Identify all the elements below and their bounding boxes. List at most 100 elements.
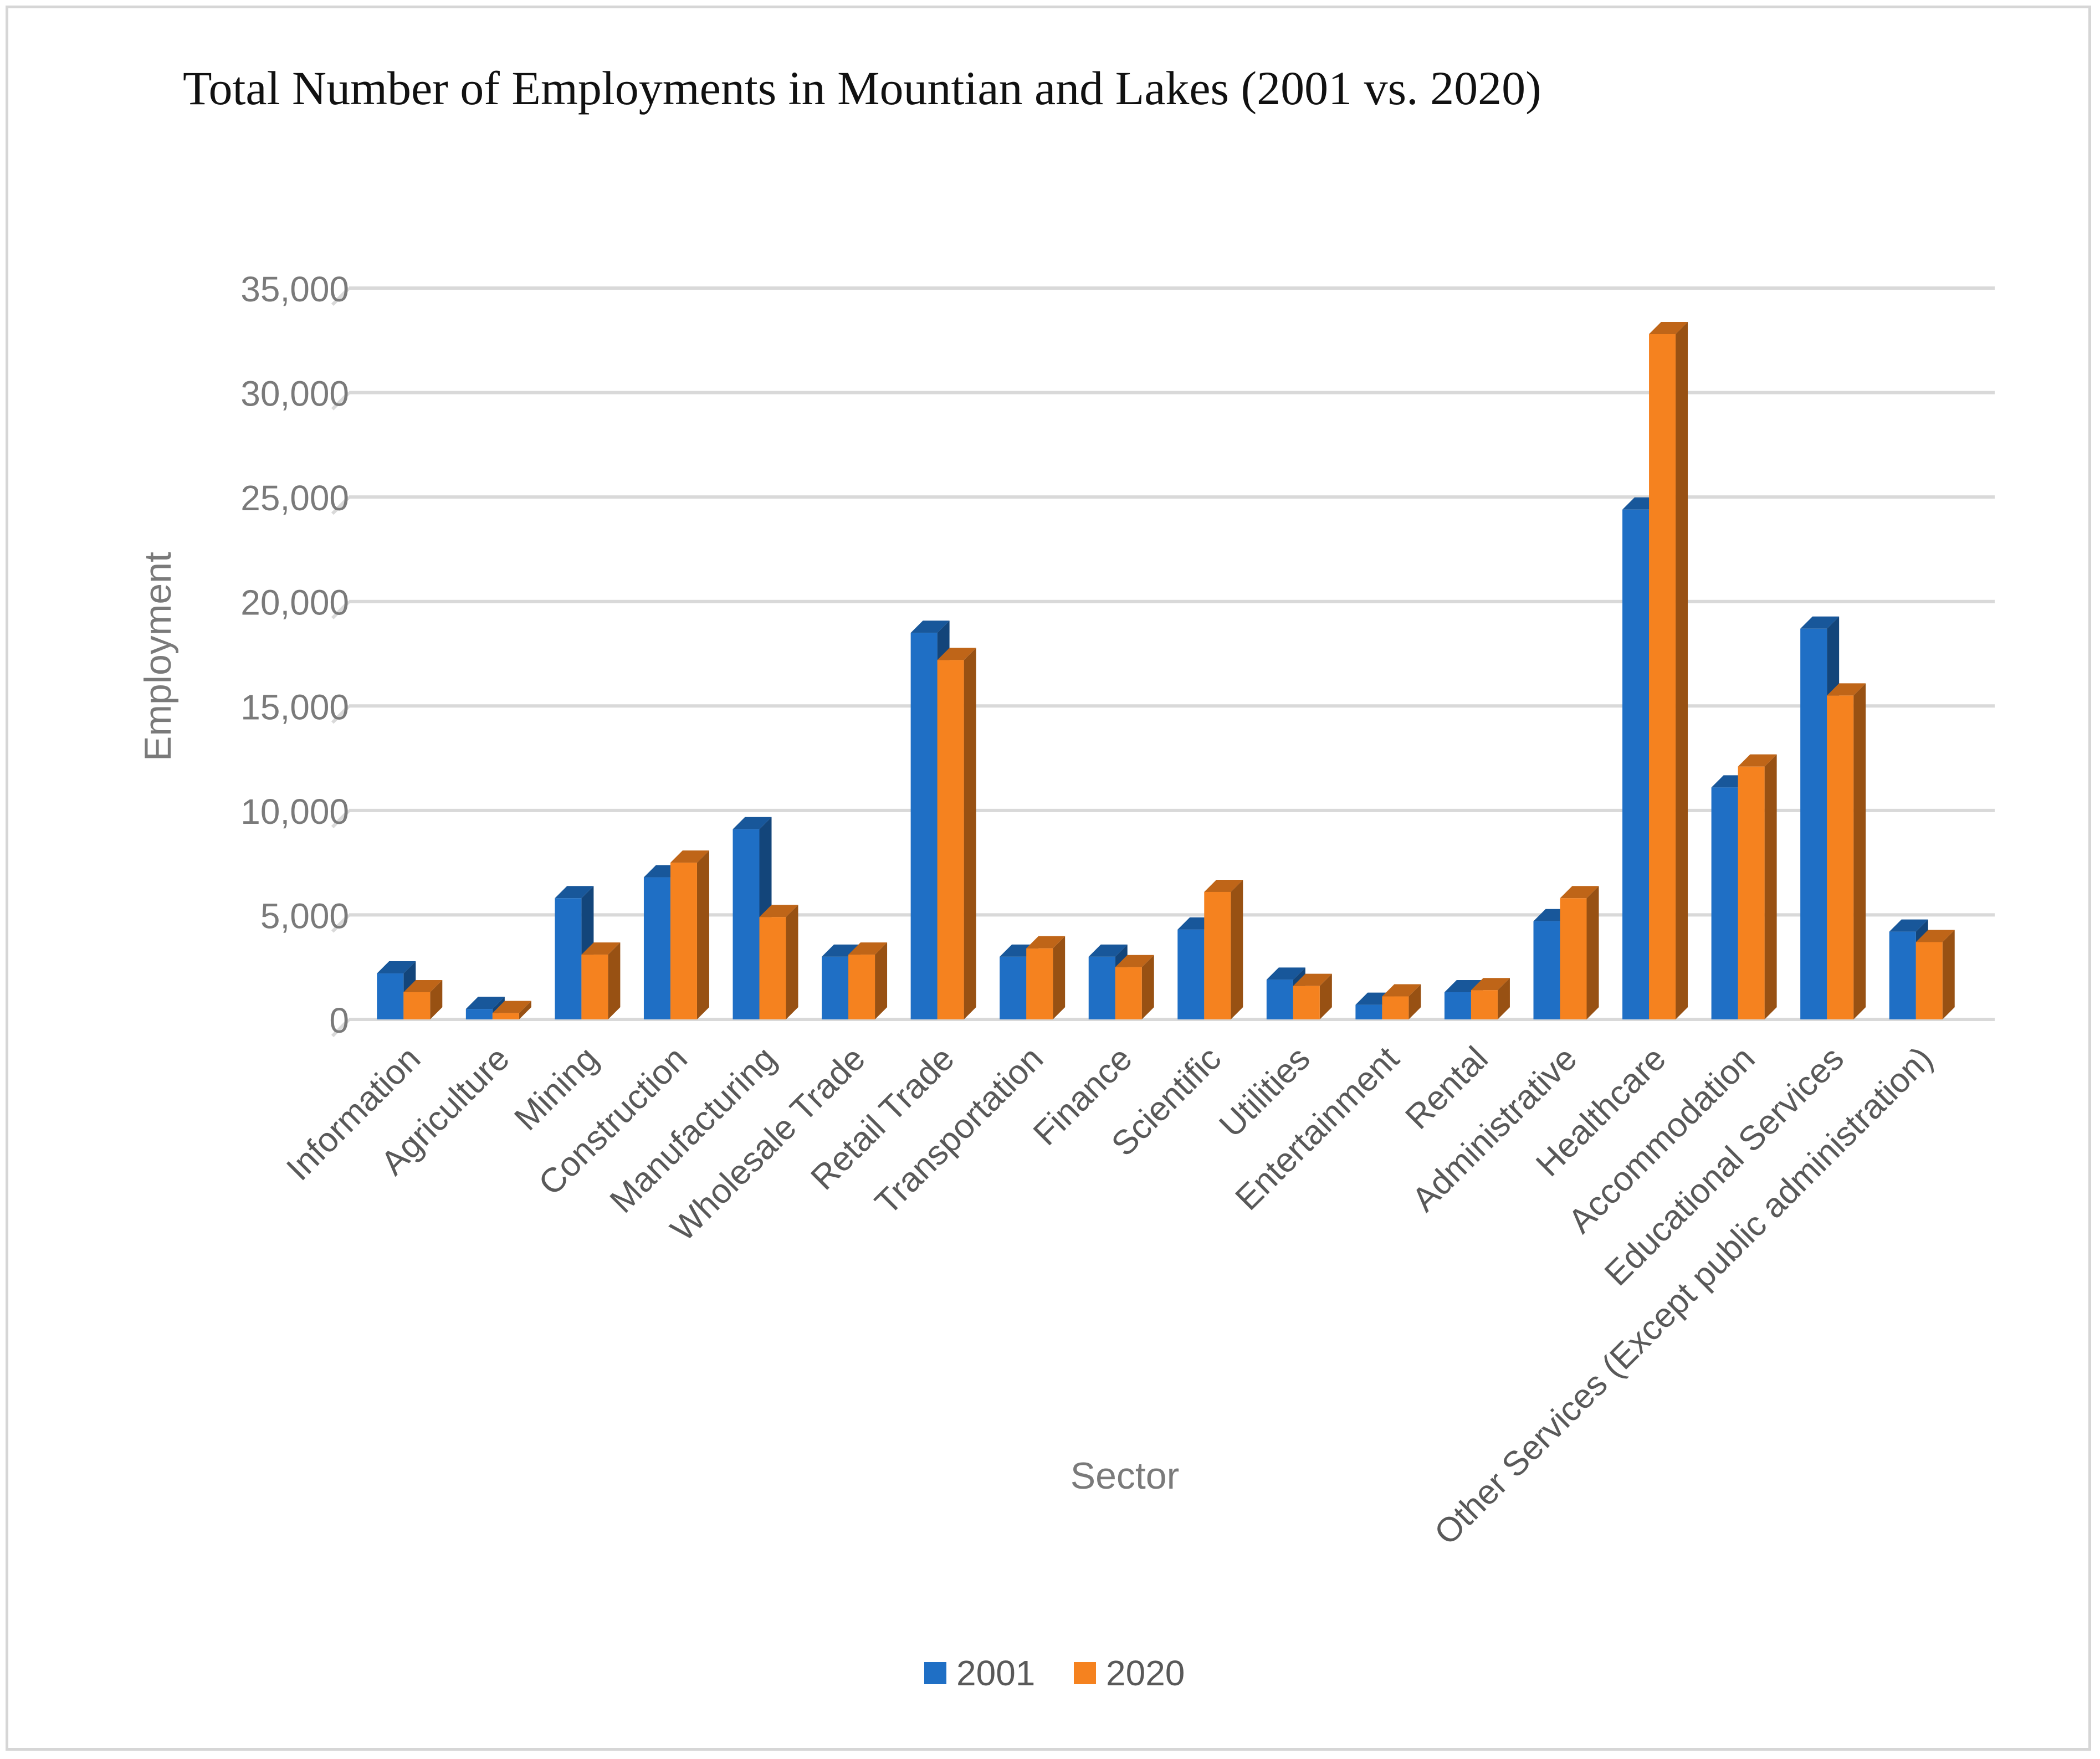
- bar-2020-educational-services: [1827, 683, 1866, 1019]
- bar-side: [519, 1001, 531, 1019]
- bar-2020-manufacturing: [759, 905, 798, 1019]
- bar-front: [1177, 929, 1205, 1019]
- bar-side: [1319, 973, 1332, 1019]
- bar-2020-healthcare: [1649, 321, 1688, 1019]
- bar-top: [1382, 984, 1421, 997]
- bar-front: [759, 917, 786, 1019]
- bar-top: [377, 961, 416, 974]
- gridline-depth: [331, 1018, 351, 1038]
- bar-front: [822, 956, 849, 1019]
- bar-side: [786, 905, 798, 1019]
- bar-front: [1622, 509, 1650, 1019]
- bar-top: [937, 648, 976, 660]
- bar-2020-accommodation: [1738, 754, 1777, 1019]
- bar-front: [733, 829, 760, 1019]
- bar-2020-information: [403, 979, 443, 1019]
- bar-top: [910, 620, 950, 633]
- bar-2020-transportation: [1026, 936, 1066, 1019]
- bar-side: [1231, 879, 1243, 1019]
- bars: [377, 321, 1955, 1019]
- bar-2020-utilities: [1293, 973, 1332, 1019]
- bar-front: [848, 955, 875, 1019]
- bar-top: [1266, 967, 1305, 980]
- bar-top: [759, 905, 798, 917]
- bar-top: [492, 1001, 531, 1013]
- bar-side: [1141, 955, 1154, 1019]
- bar-top: [1088, 944, 1128, 957]
- legend-swatch-2020: [1074, 1662, 1096, 1684]
- bar-side: [964, 648, 976, 1019]
- gridline-depth: [331, 600, 351, 619]
- legend: 2001 2020: [924, 1653, 1185, 1693]
- bar-front: [1827, 695, 1854, 1019]
- bar-side: [1942, 930, 1955, 1019]
- bar-top: [1293, 973, 1332, 986]
- legend-swatch-2001: [924, 1662, 946, 1684]
- bar-2020-mining: [581, 942, 621, 1019]
- bar-top: [1800, 616, 1840, 629]
- bar-side: [1053, 936, 1066, 1019]
- bar-front: [492, 1013, 519, 1019]
- bar-2020-construction: [670, 850, 709, 1019]
- bar-front: [403, 992, 431, 1019]
- bar-side: [1408, 984, 1421, 1019]
- bar-front: [1915, 942, 1943, 1019]
- bar-front: [670, 863, 697, 1019]
- bar-side: [1497, 978, 1510, 1019]
- bar-top: [1026, 936, 1066, 948]
- bar-front: [937, 660, 964, 1019]
- bar-front: [1266, 979, 1293, 1019]
- bar-top: [1471, 978, 1510, 991]
- bar-top: [403, 979, 443, 992]
- bar-top: [465, 997, 505, 1009]
- bar-front: [465, 1009, 493, 1019]
- bar-front: [1204, 891, 1231, 1019]
- y-tick-label: 35,000: [240, 269, 349, 309]
- gridline-depth: [331, 705, 351, 724]
- bar-2020-retail-trade: [937, 648, 976, 1019]
- bar-2020-rental: [1471, 978, 1510, 1019]
- legend-label-2020: 2020: [1106, 1653, 1185, 1693]
- bar-top: [581, 942, 621, 955]
- bar-side: [875, 942, 888, 1019]
- bar-front: [377, 973, 404, 1019]
- bar-front: [643, 877, 670, 1019]
- y-tick-label: 30,000: [240, 374, 349, 414]
- bar-2020-entertainment: [1382, 984, 1421, 1019]
- bar-side: [430, 979, 443, 1019]
- gridline-depth: [331, 496, 351, 515]
- y-tick-label: 10,000: [240, 792, 349, 832]
- bar-front: [1115, 967, 1142, 1019]
- y-axis-ticks: 0 5,000 10,000 15,000 20,000 25,000 30,000 35,0…: [240, 269, 349, 1040]
- bar-front: [1649, 334, 1676, 1019]
- gridline-depth: [331, 914, 351, 933]
- y-axis-title: Employment: [137, 552, 179, 761]
- bar-front: [1800, 628, 1827, 1019]
- bar-top: [1649, 321, 1688, 334]
- bar-front: [1293, 986, 1320, 1019]
- bar-side: [1853, 683, 1866, 1019]
- bar-front: [910, 633, 938, 1019]
- bar-front: [1889, 931, 1916, 1019]
- bar-front: [1382, 996, 1409, 1019]
- bar-front: [555, 898, 582, 1019]
- bar-top: [1889, 919, 1928, 932]
- bar-front: [1444, 992, 1471, 1019]
- bar-front: [1026, 948, 1053, 1019]
- bar-top: [733, 817, 772, 829]
- bar-front: [1560, 898, 1587, 1019]
- bar-front: [1711, 787, 1738, 1019]
- bar-side: [1764, 754, 1777, 1019]
- bar-front: [1533, 921, 1560, 1019]
- y-tick-label: 20,000: [240, 583, 349, 623]
- bar-front: [581, 955, 608, 1019]
- bar-2020-administrative: [1560, 886, 1599, 1019]
- gridline-depth: [331, 391, 351, 411]
- x-axis-title: Sector: [1071, 1455, 1180, 1497]
- bar-top: [670, 850, 709, 863]
- bar-front: [1738, 766, 1765, 1019]
- gridline-depth: [331, 286, 351, 306]
- bar-2020-agriculture: [492, 1001, 531, 1019]
- y-tick-label: 25,000: [240, 478, 349, 518]
